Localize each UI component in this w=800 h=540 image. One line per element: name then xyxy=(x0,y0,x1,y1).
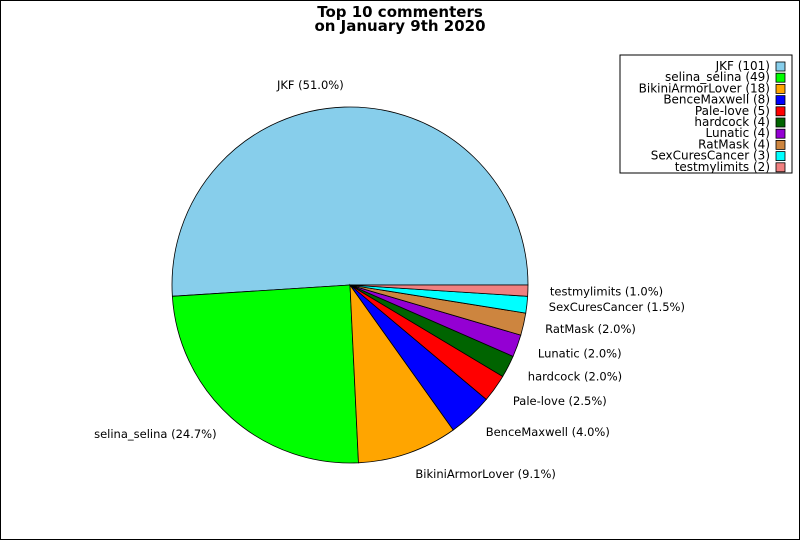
slice-label-sexcurescancer: SexCuresCancer (1.5%) xyxy=(549,300,685,314)
legend-swatch-sexcurescancer xyxy=(775,151,786,162)
slice-label-hardcock: hardcock (2.0%) xyxy=(528,370,622,384)
legend-label-lunatic: Lunatic (4) xyxy=(706,126,771,140)
legend-label-ratmask: RatMask (4) xyxy=(698,137,770,151)
legend: JKF (101)selina_selina (49)BikiniArmorLo… xyxy=(619,54,793,174)
legend-label-pale-love: Pale-love (5) xyxy=(695,104,770,118)
legend-label-hardcock: hardcock (4) xyxy=(694,115,770,129)
slice-label-ratmask: RatMask (2.0%) xyxy=(545,322,636,336)
legend-swatch-hardcock xyxy=(775,117,786,128)
legend-label-jkf: JKF (101) xyxy=(715,59,770,73)
chart-title-line-1: Top 10 commenters xyxy=(317,3,483,21)
legend-swatch-ratmask xyxy=(775,139,786,150)
legend-label-selina-selina: selina_selina (49) xyxy=(665,70,770,84)
legend-swatch-testmylimits xyxy=(775,162,786,173)
slice-label-pale-love: Pale-love (2.5%) xyxy=(513,394,607,408)
legend-label-bikiniarmorlover: BikiniArmorLover (18) xyxy=(639,81,770,95)
legend-box xyxy=(619,54,793,174)
legend-swatch-bikiniarmorlover xyxy=(775,84,786,94)
pie-slice-selina-selina xyxy=(171,284,359,464)
pie-slice-testmylimits xyxy=(349,284,529,297)
legend-label-testmylimits: testmylimits (2) xyxy=(675,160,770,174)
pie-slices xyxy=(171,106,529,464)
legend-swatch-jkf xyxy=(775,61,786,72)
slice-label-selina-selina: selina_selina (24.7%) xyxy=(94,427,217,441)
pie-slice-bikiniarmorlover xyxy=(349,283,454,464)
legend-swatch-lunatic xyxy=(775,128,786,139)
legend-swatch-selina-selina xyxy=(775,72,786,83)
legend-swatch-bencemaxwell xyxy=(775,95,786,105)
slice-label-lunatic: Lunatic (2.0%) xyxy=(538,346,622,360)
slice-label-testmylimits: testmylimits (1.0%) xyxy=(550,284,663,298)
pie-labels: JKF (51.0%) selina_selina (24.7%) BikiniAr… xyxy=(94,78,685,481)
legend-swatch-pale-love xyxy=(775,106,786,117)
slice-label-bikiniarmorlover: BikiniArmorLover (9.1%) xyxy=(415,467,555,481)
legend-label-bencemaxwell: BenceMaxwell (8) xyxy=(663,93,770,107)
slice-label-bencemaxwell: BenceMaxwell (4.0%) xyxy=(486,425,610,439)
legend-label-sexcurescancer: SexCuresCancer (3) xyxy=(651,149,770,163)
chart-title-line-2: on January 9th 2020 xyxy=(314,17,485,35)
pie-slice-jkf xyxy=(171,106,529,297)
slice-label-jkf: JKF (51.0%) xyxy=(276,78,344,92)
